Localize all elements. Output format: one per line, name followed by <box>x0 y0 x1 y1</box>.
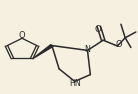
Text: O: O <box>116 40 122 49</box>
Polygon shape <box>33 45 53 58</box>
Text: N: N <box>85 45 91 54</box>
Text: O: O <box>19 31 25 40</box>
Text: HN: HN <box>70 79 81 88</box>
Text: O: O <box>94 25 101 34</box>
